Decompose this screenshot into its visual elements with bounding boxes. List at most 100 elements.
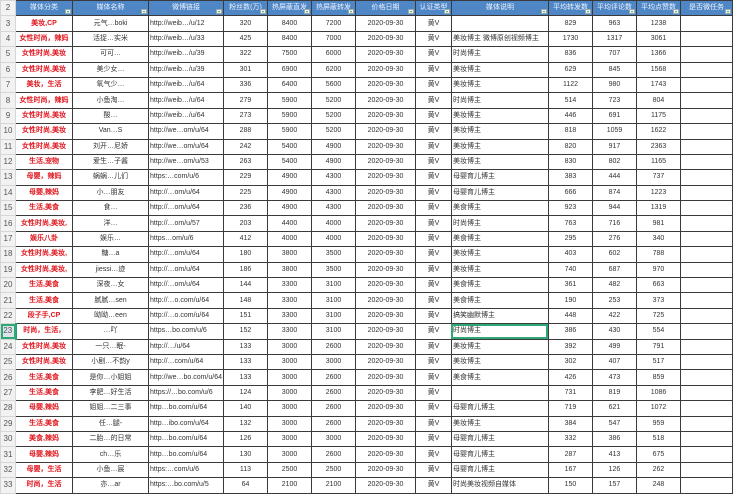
fans-cell[interactable]: 180 — [222, 246, 268, 263]
avg-like-cell[interactable]: 788 — [635, 246, 681, 263]
avg-repost-cell[interactable]: 830 — [547, 153, 593, 171]
repost-price-cell[interactable]: 4900 — [310, 153, 356, 171]
avg-repost-cell[interactable]: 763 — [547, 215, 593, 232]
avg-comment-cell[interactable]: 602 — [591, 246, 637, 263]
fans-cell[interactable]: 144 — [222, 277, 268, 294]
weibo-link-cell[interactable]: https…bo.com/u/6 — [148, 323, 224, 340]
repost-price-cell[interactable]: 2600 — [310, 415, 356, 432]
verification-cell[interactable]: 黄V — [414, 200, 452, 217]
row-number[interactable]: 9 — [0, 107, 16, 125]
avg-comment-cell[interactable]: 874 — [591, 184, 637, 202]
avg-like-cell[interactable]: 1223 — [635, 184, 681, 202]
filter-dropdown-icon[interactable] — [540, 9, 547, 15]
avg-like-cell[interactable]: 248 — [635, 477, 681, 494]
avg-repost-cell[interactable]: 361 — [547, 277, 593, 294]
fans-cell[interactable]: 152 — [222, 323, 268, 340]
avg-comment-cell[interactable]: 430 — [591, 323, 637, 340]
verification-cell[interactable]: 黄V — [414, 430, 452, 448]
avg-repost-cell[interactable]: 923 — [547, 200, 593, 217]
description-cell[interactable]: 美妆博主 — [450, 338, 549, 355]
repost-price-cell[interactable]: 4000 — [310, 230, 356, 248]
price-date-cell[interactable]: 2020-09-30 — [354, 76, 416, 94]
direct-price-cell[interactable]: 4400 — [266, 215, 312, 232]
verification-cell[interactable]: 黄V — [414, 338, 452, 355]
fans-cell[interactable]: 126 — [222, 430, 268, 448]
weibo-link-cell[interactable]: http://weib…/u/12 — [148, 15, 224, 32]
media-name-cell[interactable]: 呦呦…een — [72, 307, 149, 325]
category-cell[interactable]: 女性时尚,美妆, — [15, 246, 73, 263]
description-cell[interactable] — [450, 15, 549, 32]
description-cell[interactable]: 美妆博主 — [450, 123, 549, 140]
repost-price-cell[interactable]: 6000 — [310, 46, 356, 63]
media-name-cell[interactable]: 腻腻…sen — [72, 292, 149, 309]
weibo-link-cell[interactable]: http://weib…/u/39 — [148, 46, 224, 63]
price-date-cell[interactable]: 2020-09-30 — [354, 15, 416, 32]
micro-task-cell[interactable] — [679, 400, 733, 417]
row-number[interactable]: 4 — [0, 30, 16, 48]
avg-repost-cell[interactable]: 836 — [547, 46, 593, 63]
price-date-cell[interactable]: 2020-09-30 — [354, 415, 416, 432]
fans-cell[interactable]: 64 — [222, 477, 268, 494]
direct-price-cell[interactable]: 2100 — [266, 477, 312, 494]
avg-like-cell[interactable]: 340 — [635, 230, 681, 248]
repost-price-cell[interactable]: 2600 — [310, 400, 356, 417]
row-number[interactable]: 15 — [0, 200, 16, 217]
avg-repost-cell[interactable]: 1730 — [547, 30, 593, 48]
micro-task-cell[interactable] — [679, 307, 733, 325]
verification-cell[interactable]: 黄V — [414, 215, 452, 232]
avg-repost-cell[interactable]: 392 — [547, 338, 593, 355]
weibo-link-cell[interactable]: http://…com/u/64 — [148, 353, 224, 371]
avg-repost-cell[interactable]: 295 — [547, 230, 593, 248]
avg-comment-cell[interactable]: 802 — [591, 153, 637, 171]
avg-comment-cell[interactable]: 716 — [591, 215, 637, 232]
repost-price-cell[interactable]: 7000 — [310, 30, 356, 48]
category-cell[interactable]: 女性时尚,美妆 — [15, 46, 73, 63]
avg-like-cell[interactable]: 959 — [635, 415, 681, 432]
avg-like-cell[interactable]: 2363 — [635, 138, 681, 155]
avg-comment-cell[interactable]: 482 — [591, 277, 637, 294]
media-name-cell[interactable]: 糖…a — [72, 246, 149, 263]
fans-cell[interactable]: 288 — [222, 123, 268, 140]
repost-price-cell[interactable]: 4300 — [310, 200, 356, 217]
media-name-cell[interactable]: 二胎…的日常 — [72, 430, 149, 448]
filter-dropdown-icon[interactable] — [65, 9, 71, 15]
repost-price-cell[interactable]: 5200 — [310, 123, 356, 140]
avg-like-cell[interactable]: 663 — [635, 277, 681, 294]
micro-task-cell[interactable] — [679, 92, 733, 109]
column-header[interactable]: 媒体分类 — [15, 0, 73, 17]
weibo-link-cell[interactable]: http…ibo.com/u/64 — [148, 415, 224, 432]
price-date-cell[interactable]: 2020-09-30 — [354, 277, 416, 294]
category-cell[interactable]: 美妆，生活 — [15, 76, 73, 94]
description-cell[interactable]: 时尚博主 — [450, 46, 549, 63]
price-date-cell[interactable]: 2020-09-30 — [354, 353, 416, 371]
description-cell[interactable]: 美妆博主 微博原创视频博主 — [450, 30, 549, 48]
verification-cell[interactable]: 黄V — [414, 277, 452, 294]
row-number[interactable]: 13 — [0, 169, 16, 186]
verification-cell[interactable]: 黄V — [414, 415, 452, 432]
weibo-link-cell[interactable]: http://…om/u/64 — [148, 261, 224, 279]
weibo-link-cell[interactable]: http://weib…/u/64 — [148, 107, 224, 125]
avg-like-cell[interactable]: 1086 — [635, 384, 681, 402]
verification-cell[interactable]: 黄V — [414, 92, 452, 109]
fans-cell[interactable]: 113 — [222, 461, 268, 479]
avg-repost-cell[interactable]: 446 — [547, 107, 593, 125]
direct-price-cell[interactable]: 3300 — [266, 323, 312, 340]
direct-price-cell[interactable]: 3300 — [266, 307, 312, 325]
media-name-cell[interactable]: 小剧…不韵y — [72, 353, 149, 371]
weibo-link-cell[interactable]: http://…/u/64 — [148, 338, 224, 355]
verification-cell[interactable]: 黄V — [414, 184, 452, 202]
media-name-cell[interactable]: 小鱼…宸 — [72, 461, 149, 479]
row-number[interactable]: 22 — [0, 307, 16, 325]
media-name-cell[interactable]: 姐姐…二三事 — [72, 400, 149, 417]
fans-cell[interactable]: 203 — [222, 215, 268, 232]
verification-cell[interactable]: 黄V — [414, 461, 452, 479]
row-number[interactable]: 25 — [0, 353, 16, 371]
avg-comment-cell[interactable]: 691 — [591, 107, 637, 125]
direct-price-cell[interactable]: 2500 — [266, 461, 312, 479]
micro-task-cell[interactable] — [679, 76, 733, 94]
category-cell[interactable]: 女性时尚,美妆 — [15, 61, 73, 78]
row-number[interactable]: 19 — [0, 261, 16, 279]
micro-task-cell[interactable] — [679, 61, 733, 78]
repost-price-cell[interactable]: 3000 — [310, 353, 356, 371]
repost-price-cell[interactable]: 6200 — [310, 61, 356, 78]
